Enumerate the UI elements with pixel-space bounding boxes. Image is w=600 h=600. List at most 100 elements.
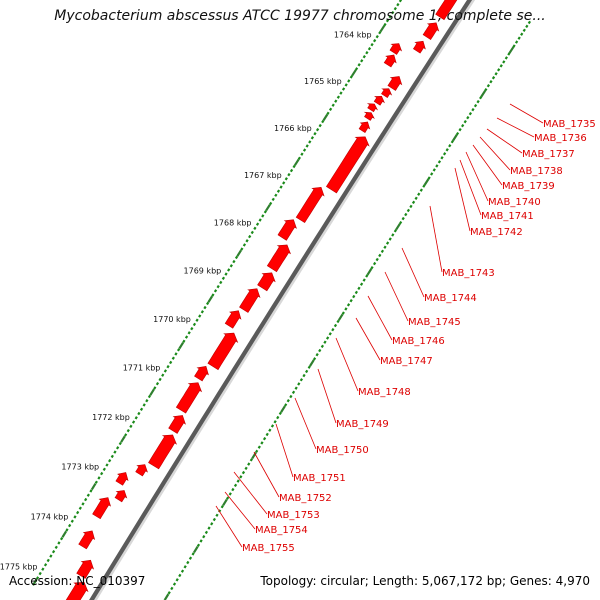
tick-dot (486, 84, 491, 88)
gene-leader-line (233, 471, 268, 515)
gene-feature-arrow[interactable] (62, 581, 89, 600)
tick-dot (312, 357, 317, 361)
gene-feature-arrow[interactable] (366, 103, 379, 113)
gene-label[interactable]: MAB_1749 (336, 419, 389, 430)
tick-dot (502, 60, 506, 64)
tick-dot (142, 403, 146, 407)
tick-dot (38, 571, 42, 576)
gene-label[interactable]: MAB_1737 (522, 149, 575, 160)
tick-dot (279, 185, 283, 189)
gene-feature-arrow[interactable] (194, 366, 209, 382)
tick-dot (207, 526, 211, 530)
gene-feature-arrow[interactable] (114, 490, 128, 503)
gene-feature-arrow[interactable] (325, 136, 370, 194)
tick-dot (395, 223, 401, 231)
scale-tick-label: 1774 kbp (31, 512, 69, 521)
tick-dot (270, 424, 275, 428)
gene-feature-arrow[interactable] (266, 244, 291, 273)
gene-feature-arrow[interactable] (381, 88, 393, 99)
gene-label[interactable]: MAB_1750 (316, 445, 369, 456)
gene-label[interactable]: MAB_1739 (502, 181, 555, 192)
gene-feature-arrow[interactable] (422, 22, 440, 41)
tick-dot (370, 266, 374, 270)
gene-feature-arrow[interactable] (168, 415, 186, 434)
tick-dot (163, 593, 170, 600)
tick-dot (325, 336, 330, 340)
tick-dot (70, 519, 74, 523)
gene-feature-arrow[interactable] (387, 76, 403, 91)
gene-feature-arrow[interactable] (363, 111, 375, 121)
gene-feature-arrow[interactable] (373, 95, 385, 106)
tick-dot (432, 168, 436, 172)
gene-label[interactable]: MAB_1751 (293, 473, 346, 484)
tick-dot (170, 586, 174, 591)
gene-label[interactable]: MAB_1753 (267, 510, 320, 521)
gene-feature-arrow[interactable] (383, 54, 397, 68)
gene-feature-arrow[interactable] (148, 434, 178, 470)
gene-label[interactable]: MAB_1743 (442, 268, 495, 279)
tick-dot (174, 352, 178, 356)
gene-label[interactable]: MAB_1745 (408, 317, 461, 328)
tick-dot (409, 204, 413, 209)
gene-feature-arrow[interactable] (135, 464, 148, 477)
gene-feature-arrow[interactable] (412, 40, 426, 54)
gene-feature-arrow[interactable] (295, 186, 325, 224)
gene-label[interactable]: MAB_1746 (392, 336, 445, 347)
gene-label[interactable]: MAB_1755 (242, 543, 295, 554)
tick-dot (215, 513, 219, 517)
gene-labels: MAB_1735 MAB_1736 MAB_1737 MAB_1738 MAB_1739… (215, 103, 596, 554)
gene-label[interactable]: MAB_1741 (481, 211, 534, 222)
tick-dot (211, 293, 215, 297)
gene-feature-arrow[interactable] (175, 382, 203, 414)
gene-feature-arrow[interactable] (435, 0, 471, 21)
gene-features (62, 0, 471, 600)
tick-dot (274, 193, 278, 197)
gene-label[interactable]: MAB_1744 (424, 293, 477, 304)
tick-dot (293, 158, 300, 166)
gene-label[interactable]: MAB_1747 (380, 356, 433, 367)
gene-feature-arrow[interactable] (207, 332, 239, 371)
tick-dot (499, 64, 503, 68)
gene-leader-line (335, 337, 359, 392)
tick-dot (318, 123, 322, 128)
tick-dot (204, 530, 209, 535)
gene-leader-line (465, 151, 489, 202)
tick-dot (41, 567, 45, 571)
gene-label[interactable]: MAB_1742 (470, 227, 523, 238)
gene-leader-line (479, 136, 511, 171)
gene-label[interactable]: MAB_1752 (279, 493, 332, 504)
tick-dot (512, 44, 516, 48)
gene-label[interactable]: MAB_1735 (543, 119, 596, 130)
tick-dot (268, 428, 272, 432)
tick-dot (480, 90, 487, 98)
gene-feature-arrow[interactable] (92, 497, 112, 520)
gene-leader-line (486, 128, 523, 154)
tick-dot (305, 144, 309, 148)
tick-dot (450, 140, 454, 144)
gene-feature-arrow[interactable] (277, 219, 297, 241)
tick-dot (289, 394, 293, 399)
tick-dot (186, 560, 190, 565)
gene-label[interactable]: MAB_1754 (255, 525, 308, 536)
gene-label[interactable]: MAB_1738 (510, 166, 563, 177)
gene-feature-arrow[interactable] (76, 559, 95, 579)
gene-feature-arrow[interactable] (78, 530, 96, 550)
gene-label[interactable]: MAB_1736 (534, 133, 587, 144)
gene-label[interactable]: MAB_1748 (358, 387, 411, 398)
gene-feature-arrow[interactable] (257, 272, 276, 292)
tick-dot (297, 382, 301, 386)
tick-dot (375, 257, 379, 262)
gene-feature-arrow[interactable] (224, 310, 242, 329)
inner-tick-track (163, 20, 532, 600)
gene-leader-line (355, 317, 381, 361)
gene-feature-arrow[interactable] (115, 472, 129, 486)
tick-dot (227, 268, 231, 272)
tick-dot (362, 55, 366, 59)
tick-dot (284, 403, 288, 407)
tick-dot (292, 164, 296, 169)
gene-feature-arrow[interactable] (358, 121, 371, 134)
gene-feature-arrow[interactable] (239, 288, 261, 313)
gene-label[interactable]: MAB_1740 (488, 197, 541, 208)
gene-feature-arrow[interactable] (389, 43, 403, 55)
tick-dot (59, 536, 64, 541)
